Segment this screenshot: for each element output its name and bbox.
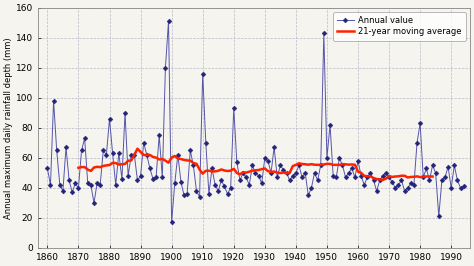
- Line: 21-year moving average: 21-year moving average: [78, 149, 433, 180]
- 21-year moving average: [380, 178, 386, 181]
- Annual value: [411, 183, 417, 186]
- Annual value: [461, 185, 466, 188]
- Annual value: [439, 179, 445, 182]
- 21-year moving average: [293, 163, 299, 167]
- Annual value: [166, 20, 172, 23]
- 21-year moving average: [430, 175, 436, 178]
- 21-year moving average: [75, 166, 81, 169]
- Legend: Annual value, 21-year moving average: Annual value, 21-year moving average: [333, 12, 465, 41]
- Annual value: [45, 167, 50, 170]
- 21-year moving average: [135, 147, 140, 150]
- 21-year moving average: [392, 175, 398, 178]
- Line: Annual value: Annual value: [46, 19, 465, 224]
- 21-year moving average: [212, 170, 218, 173]
- 21-year moving average: [159, 157, 165, 160]
- Y-axis label: Annual maximum daily rainfall depth (mm): Annual maximum daily rainfall depth (mm): [4, 37, 13, 219]
- Annual value: [141, 141, 146, 144]
- Annual value: [169, 221, 174, 224]
- 21-year moving average: [194, 162, 200, 165]
- Annual value: [287, 179, 292, 182]
- 21-year moving average: [122, 162, 128, 165]
- Annual value: [271, 146, 277, 149]
- Annual value: [349, 167, 355, 170]
